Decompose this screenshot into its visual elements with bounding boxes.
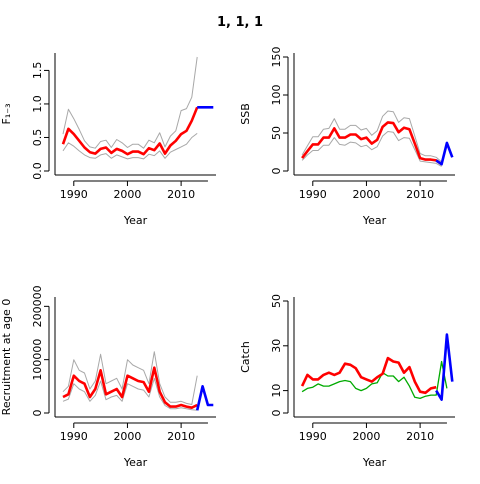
y-axis-label: SSB [239,103,252,125]
chart-panel-4: 0 10 30 50 1990 2000 2010 Year Catch [239,294,455,469]
y-axis-label: Recruitment at age 0 [0,299,13,416]
x-tick-label: 2000 [113,430,141,443]
series-hist-line [300,356,437,395]
series-ci-lower-line [62,377,198,411]
y-tick-label: 0.0 [31,162,44,180]
x-tick-label: 1990 [299,188,327,201]
y-tick-label: 30 [270,339,283,353]
series-proj-line [435,333,454,401]
x-tick-label: 2010 [406,430,434,443]
y-tick-label: 10 [270,384,283,398]
y-tick-label: 1.0 [31,95,44,113]
x-axis-label: Year [123,456,148,469]
series-ci-upper-line [62,351,198,405]
y-tick-label: 100000 [31,339,44,381]
x-tick-label: 1990 [60,430,88,443]
y-tick-label: 50 [270,126,283,140]
y-tick-label: 0.5 [31,129,44,147]
chart-panel-3: 0 100000 200000 1990 2000 2010 Year Recruitment… [0,285,216,469]
series-ci-upper-line [301,110,442,163]
x-axis-label: Year [123,214,148,227]
y-tick-label: 0 [31,410,44,417]
y-tick-label: 150 [270,47,283,68]
series-observed-line [301,360,448,400]
x-tick-label: 1990 [60,188,88,201]
x-axis-label: Year [362,456,387,469]
y-tick-label: 100 [270,85,283,106]
y-tick-label: 0 [270,168,283,175]
series-proj-line [435,141,454,166]
figure-title: 1, 1, 1 [217,15,263,30]
x-tick-label: 2000 [113,188,141,201]
series-ci-lower-line [301,131,442,167]
chart-panel-1: 0.0 0.5 1.0 1.5 1990 2000 2010 Year F₁₋₃ [0,53,216,227]
series-ci-upper-line [62,56,198,149]
y-tick-label: 1.5 [31,62,44,80]
x-tick-label: 2000 [352,430,380,443]
x-tick-label: 2010 [167,188,195,201]
series-hist-line [301,121,443,166]
x-axis-label: Year [362,214,387,227]
y-tick-label: 200000 [31,285,44,327]
y-axis-label: Catch [239,341,252,373]
series-proj-line [195,384,214,411]
y-tick-label: 50 [270,294,283,308]
series-hist-line [61,106,199,156]
x-tick-label: 1990 [299,430,327,443]
x-tick-label: 2010 [406,188,434,201]
chart-panel-2: 0 50 100 150 1990 2000 2010 Year SSB [239,47,455,227]
x-tick-label: 2010 [167,430,195,443]
x-tick-label: 2000 [352,188,380,201]
series-hist-line [62,366,198,410]
y-axis-label: F₁₋₃ [0,104,13,125]
series-ci-lower-line [62,133,198,160]
y-tick-label: 0 [270,410,283,417]
